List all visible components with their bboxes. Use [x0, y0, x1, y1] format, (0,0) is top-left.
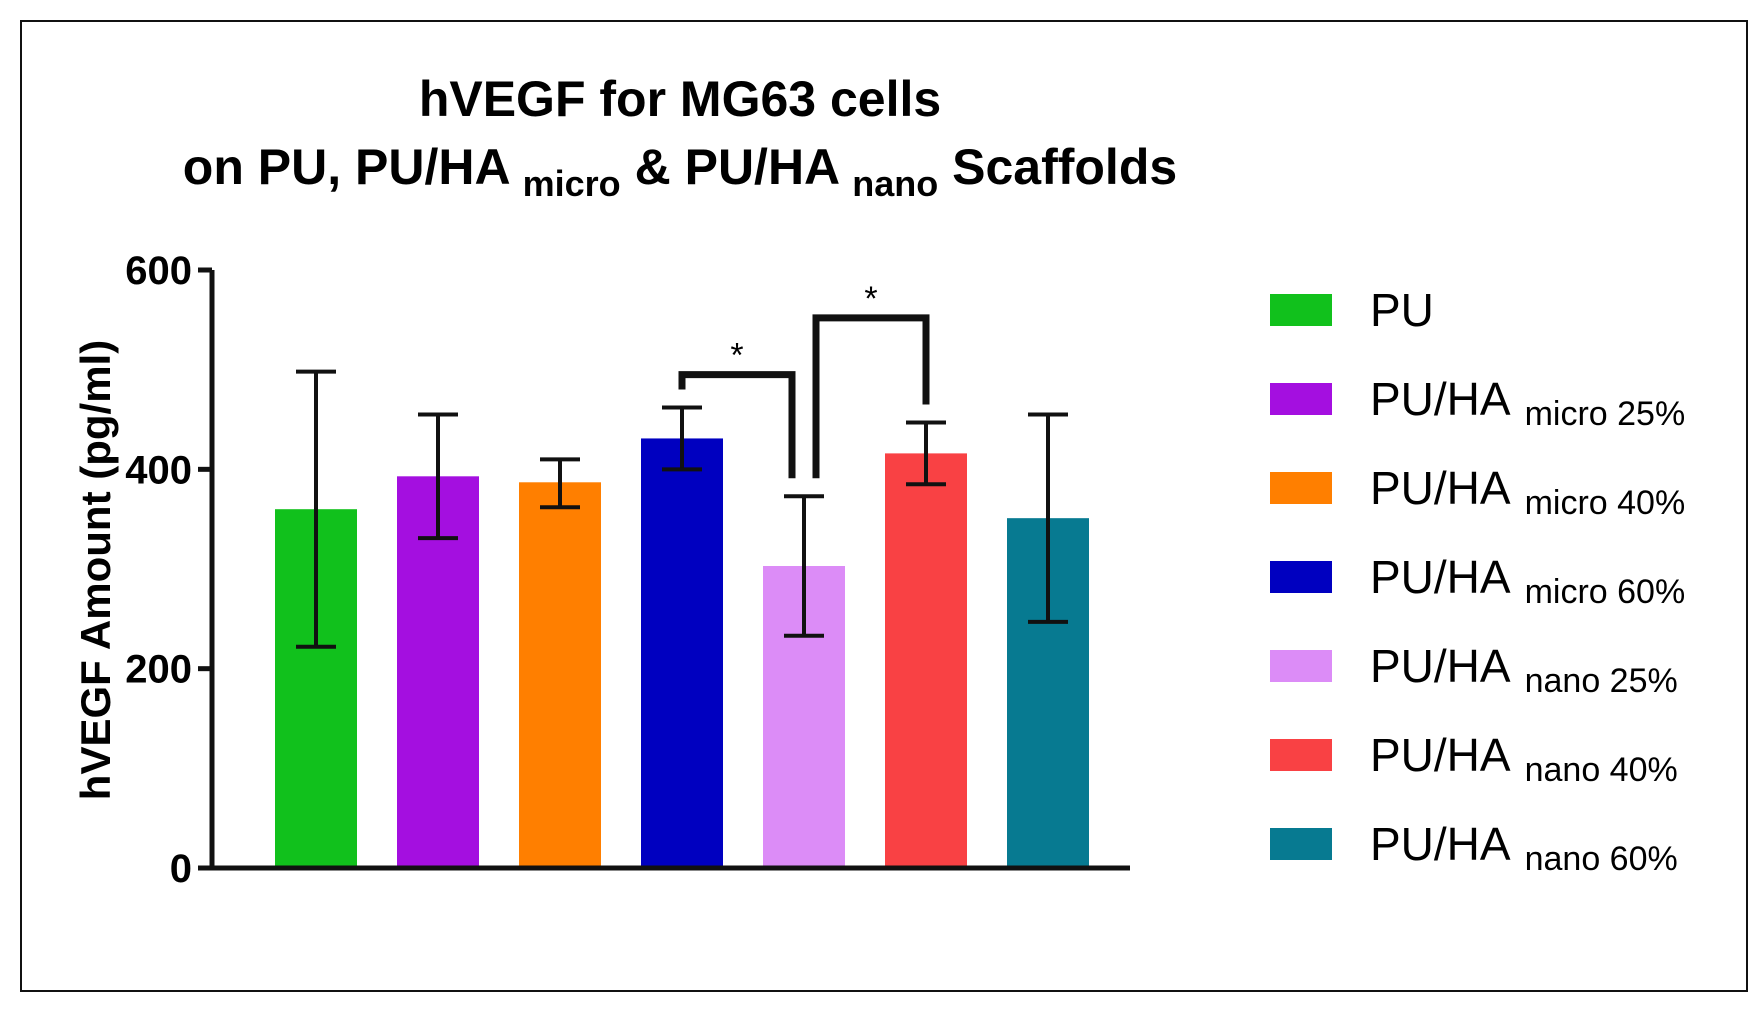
title-part1: on PU, PU/HA	[183, 139, 510, 195]
y-axis-label: hVEGF Amount (pg/ml)	[72, 340, 119, 800]
legend-name-micro-40: PU/HA	[1370, 462, 1511, 514]
chart-title-line2: on PU, PU/HA micro & PU/HA nano Scaffold…	[183, 139, 1177, 207]
title-part2: & PU/HA	[635, 139, 839, 195]
title-sub2: nano	[852, 163, 938, 204]
legend-name-nano-25: PU/HA	[1370, 640, 1511, 692]
legend-name-pu: PU	[1370, 284, 1434, 336]
legend-swatch-micro-60	[1270, 561, 1332, 593]
legend-swatch-nano-40	[1270, 739, 1332, 771]
legend-label-nano-25: PU/HA nano 25%	[1370, 640, 1678, 700]
legend-sub-nano-60: nano 60%	[1525, 840, 1678, 878]
legend-label-micro-40: PU/HA micro 40%	[1370, 462, 1685, 522]
significance-label-2: *	[864, 280, 877, 318]
bar-micro-60	[641, 438, 723, 868]
chart-title-line1: hVEGF for MG63 cells	[419, 71, 941, 127]
legend-sub-micro-40: micro 40%	[1525, 484, 1686, 522]
legend-name-nano-60: PU/HA	[1370, 818, 1511, 870]
legend-swatch-nano-60	[1270, 828, 1332, 860]
significance-bracket-1	[678, 371, 796, 479]
legend-label-nano-60: PU/HA nano 60%	[1370, 818, 1678, 878]
error-bars-layer	[296, 369, 1068, 649]
bar-micro-25	[397, 476, 479, 868]
legend-swatch-micro-40	[1270, 472, 1332, 504]
legend-swatch-micro-25	[1270, 383, 1332, 415]
title-sub1: micro	[523, 163, 621, 204]
bar-nano-40	[885, 453, 967, 868]
legend-swatch-pu	[1270, 294, 1332, 326]
legend-swatch-nano-25	[1270, 650, 1332, 682]
legend-label-micro-25: PU/HA micro 25%	[1370, 373, 1685, 433]
y-tick-label-0: 0	[170, 847, 192, 891]
legend-label-pu: PU	[1370, 284, 1434, 336]
title-part3: Scaffolds	[952, 139, 1177, 195]
legend-label-micro-60: PU/HA micro 60%	[1370, 551, 1685, 611]
significance-layer: **	[678, 280, 930, 479]
legend-sub-micro-25: micro 25%	[1525, 395, 1686, 433]
y-tick-label-200: 200	[125, 648, 192, 692]
bar-micro-40	[519, 482, 601, 868]
bars-layer	[275, 438, 1089, 868]
legend-name-micro-60: PU/HA	[1370, 551, 1511, 603]
legend-name-nano-40: PU/HA	[1370, 729, 1511, 781]
axes-layer: 0 200 400 600	[125, 249, 1130, 891]
legend-label-nano-40: PU/HA nano 40%	[1370, 729, 1678, 789]
legend: PU PU/HA micro 25% PU/HA micro 40% PU/HA micro…	[1270, 284, 1685, 878]
legend-name-micro-25: PU/HA	[1370, 373, 1511, 425]
significance-bracket-2	[812, 314, 930, 479]
significance-label-1: *	[730, 337, 743, 375]
y-tick-label-600: 600	[125, 249, 192, 293]
legend-sub-micro-60: micro 60%	[1525, 573, 1686, 611]
legend-sub-nano-40: nano 40%	[1525, 751, 1678, 789]
y-tick-label-400: 400	[125, 448, 192, 492]
legend-sub-nano-25: nano 25%	[1525, 662, 1678, 700]
